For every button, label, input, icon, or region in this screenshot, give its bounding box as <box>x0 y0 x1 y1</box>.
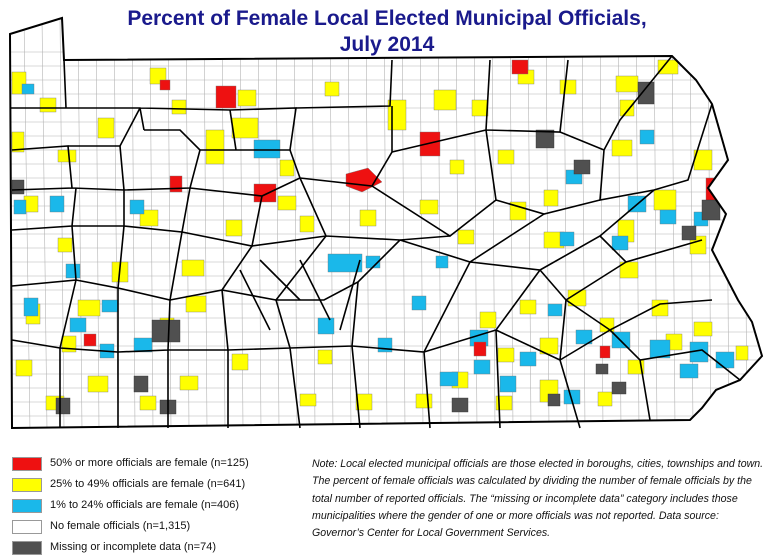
legend: 50% or more officials are female (n=125)… <box>12 455 302 560</box>
state-outline <box>8 16 764 430</box>
map-title-line-2: July 2014 <box>339 33 435 56</box>
legend-label: 50% or more officials are female (n=125) <box>50 457 249 469</box>
legend-swatch-white <box>12 520 42 534</box>
legend-label: 1% to 24% officials are female (n=406) <box>50 499 240 511</box>
category-missing-data <box>11 81 721 415</box>
legend-label: No female officials (n=1,315) <box>50 520 191 532</box>
legend-item-50-plus: 50% or more officials are female (n=125) <box>12 455 302 476</box>
map-note: Note: Local elected municipal officials … <box>312 458 764 540</box>
legend-item-missing: Missing or incomplete data (n=74) <box>12 539 302 560</box>
state-fill <box>10 18 762 428</box>
legend-swatch-red <box>12 457 42 471</box>
legend-swatch-gray <box>12 541 42 555</box>
legend-item-25-49: 25% to 49% officials are female (n=641) <box>12 476 302 497</box>
legend-item-1-24: 1% to 24% officials are female (n=406) <box>12 497 302 518</box>
legend-item-none: No female officials (n=1,315) <box>12 518 302 539</box>
category-1-24-percent <box>13 83 735 405</box>
legend-label: 25% to 49% officials are female (n=641) <box>50 478 246 490</box>
county-borders <box>10 55 741 429</box>
legend-label: Missing or incomplete data (n=74) <box>50 541 216 553</box>
map-title-line-1: Percent of Female Local Elected Municipa… <box>127 7 647 30</box>
legend-swatch-cyan <box>12 499 42 513</box>
legend-swatch-yellow <box>12 478 42 492</box>
